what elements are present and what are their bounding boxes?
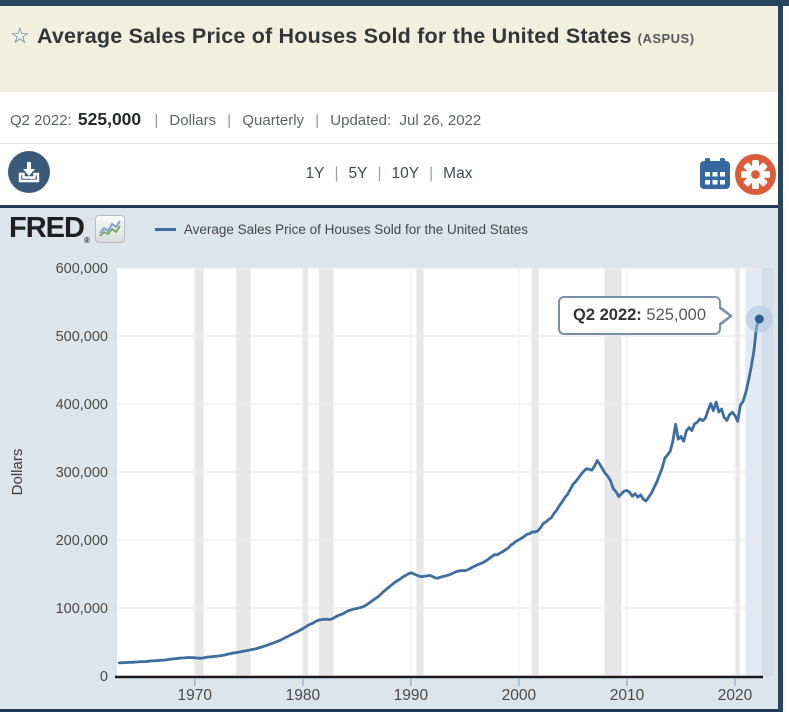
gear-icon (735, 154, 776, 195)
registered-mark: ® (83, 235, 90, 245)
window-right-border (778, 0, 783, 712)
tooltip-arrow-fill (718, 307, 730, 324)
edit-graph-button[interactable] (735, 154, 776, 195)
svg-text:2000: 2000 (502, 687, 537, 704)
svg-text:2020: 2020 (718, 687, 753, 704)
updated-label: Updated: (330, 112, 392, 129)
separator: | (154, 112, 159, 129)
y-axis-title: Dollars (9, 449, 26, 496)
tooltip-period: Q2 2022: (573, 306, 642, 324)
data-line (117, 317, 761, 665)
separator: | (334, 165, 339, 182)
separator: | (429, 165, 434, 182)
tooltip-value: 525,000 (646, 306, 707, 324)
download-icon (18, 162, 40, 183)
series-header: ☆ Average Sales Price of Houses Sold for … (0, 6, 778, 92)
units-label: Dollars (169, 112, 217, 129)
svg-text:100,000: 100,000 (56, 601, 108, 617)
date-range-selector: 1Y | 5Y | 10Y | Max (304, 165, 475, 183)
x-axis (115, 675, 763, 686)
observation-period: Q2 2022: (10, 112, 72, 129)
svg-text:1990: 1990 (394, 687, 429, 704)
range-10y[interactable]: 10Y (391, 165, 420, 182)
svg-text:200,000: 200,000 (56, 533, 108, 549)
separator: | (315, 112, 320, 129)
series-id: (ASPUS) (637, 31, 695, 46)
calendar-icon (700, 158, 730, 189)
favorite-star-icon[interactable]: ☆ (10, 23, 30, 48)
updated-date: Jul 26, 2022 (399, 112, 482, 129)
data-tooltip: Q2 2022: 525,000 (558, 296, 734, 335)
fred-graph: FRED® Average Sales Price of Houses Sold… (0, 205, 778, 712)
gridlines (117, 267, 762, 677)
observation-value: 525,000 (77, 109, 142, 129)
fred-sparkline-icon (94, 215, 125, 243)
svg-text:400,000: 400,000 (56, 397, 108, 413)
page-title: ☆ Average Sales Price of Houses Sold for … (10, 19, 718, 52)
svg-text:0: 0 (100, 669, 108, 685)
svg-text:300,000: 300,000 (56, 465, 108, 481)
svg-text:1980: 1980 (286, 687, 321, 704)
svg-text:2010: 2010 (610, 687, 645, 704)
graph-legend-row: FRED® Average Sales Price of Houses Sold… (0, 208, 778, 250)
frequency-label: Quarterly (242, 112, 305, 129)
separator: | (227, 112, 232, 129)
svg-text:500,000: 500,000 (56, 329, 108, 345)
top-accent-bar (0, 0, 789, 6)
y-axis-labels: 0 100,000 200,000 300,000 400,000 500,000 600,… (56, 261, 108, 685)
series-legend: Average Sales Price of Houses Sold for t… (154, 221, 529, 237)
svg-text:1970: 1970 (178, 687, 213, 704)
range-max[interactable]: Max (443, 165, 473, 182)
legend-line-swatch (154, 227, 176, 231)
range-5y[interactable]: 5Y (348, 165, 368, 182)
legend-label: Average Sales Price of Houses Sold for t… (183, 221, 529, 237)
range-1y[interactable]: 1Y (305, 165, 325, 182)
calendar-button[interactable] (699, 157, 731, 190)
x-axis-labels: 1970 1980 1990 2000 2010 2020 (178, 687, 753, 704)
chart-plot-area[interactable]: 1970 1980 1990 2000 2010 2020 0 100,000 200,000… (0, 250, 778, 709)
graph-toolbar: 1Y | 5Y | 10Y | Max (0, 143, 778, 205)
fred-logo: FRED® (9, 211, 90, 245)
series-title-text: Average Sales Price of Houses Sold for t… (36, 24, 632, 48)
svg-text:600,000: 600,000 (56, 261, 108, 277)
current-point-marker (745, 305, 773, 333)
separator: | (377, 165, 382, 182)
download-button[interactable] (8, 151, 50, 193)
svg-text:Dollars: Dollars (9, 449, 26, 496)
observation-bar: Q2 2022: 525,000 | Dollars | Quarterly |… (0, 92, 778, 143)
